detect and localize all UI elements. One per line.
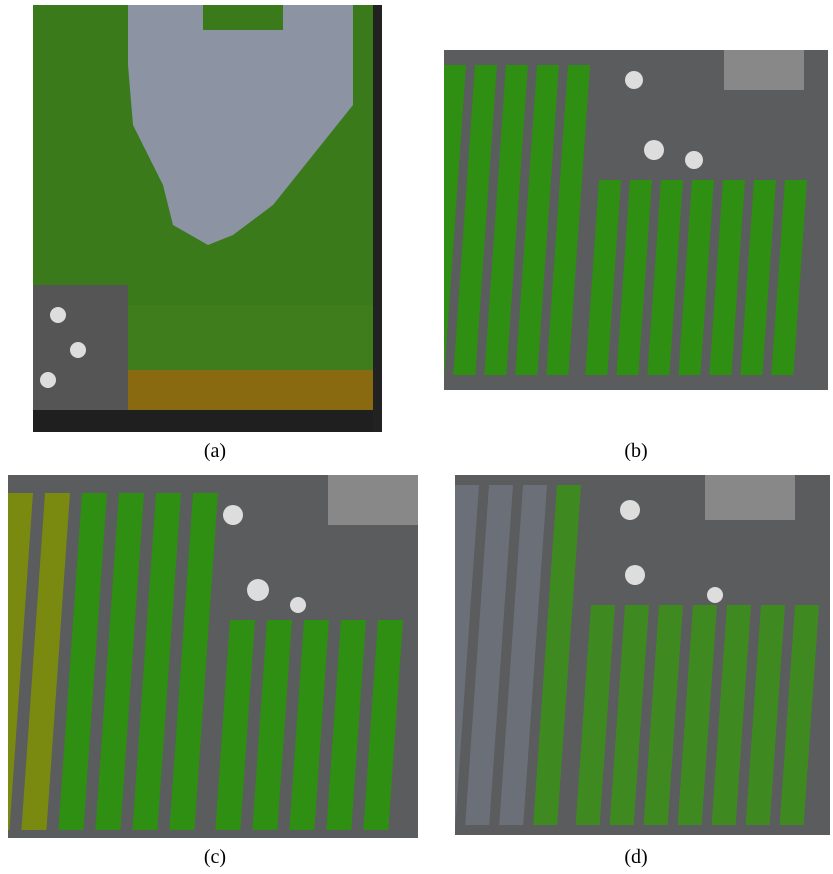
roof-vent: [625, 71, 643, 89]
panel-array-shaded: [128, 370, 373, 410]
figure: {"panels": [ {"caption": "(a)"}, {"capti…: [0, 0, 833, 874]
roof-structure: [705, 475, 795, 520]
caption: (d): [606, 846, 666, 869]
roof-vent: [50, 307, 66, 323]
roof-vent: [707, 587, 723, 603]
roof-structure: [328, 475, 418, 525]
aerial-image-c: [8, 475, 418, 838]
roof-vent: [620, 500, 640, 520]
panel-array: [128, 305, 373, 370]
aerial-image-d: [455, 475, 830, 835]
roof-vent: [290, 597, 306, 613]
aerial-image-b: [444, 50, 828, 390]
roof-vent: [644, 140, 664, 160]
caption: (a): [185, 440, 245, 463]
wall: [373, 5, 382, 432]
aerial-image-a: [33, 5, 382, 432]
roof-vent: [223, 505, 243, 525]
roof-vent: [625, 565, 645, 585]
roof-vent: [247, 579, 269, 601]
roof-structure: [724, 50, 804, 90]
roof-vent: [40, 372, 56, 388]
roof-vent: [685, 151, 703, 169]
caption: (b): [606, 440, 666, 463]
caption: (c): [185, 846, 245, 869]
roof-edge: [33, 410, 373, 432]
roof-vent: [70, 342, 86, 358]
